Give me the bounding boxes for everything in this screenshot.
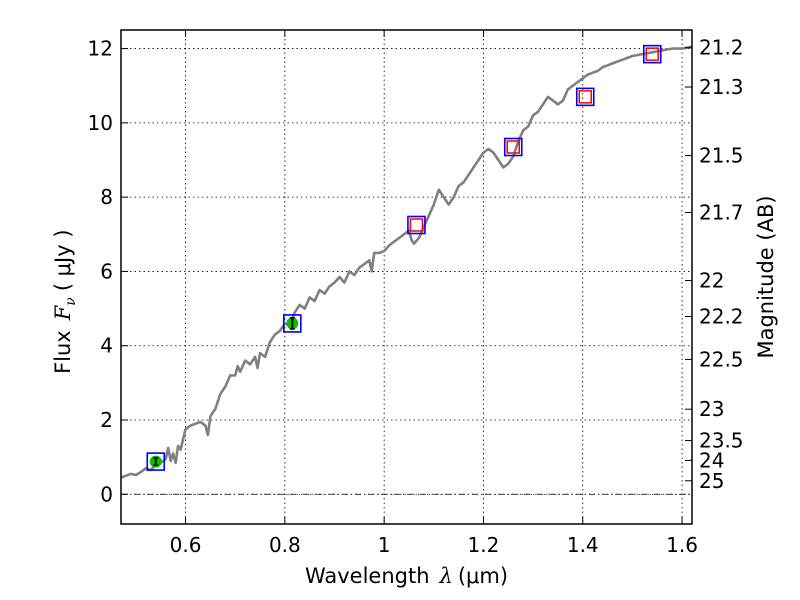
photometry-box	[282, 314, 302, 333]
photometry-marker	[506, 140, 521, 154]
spectrum	[120, 45, 693, 479]
y-tick-label: 0	[100, 482, 113, 506]
y-tick-label: 4	[100, 334, 113, 358]
photometry-points	[146, 44, 662, 471]
x-tick-label: 1.2	[468, 533, 500, 557]
magnitude-tick-label: 21.5	[699, 144, 744, 168]
x-tick-label: 1.6	[666, 533, 698, 557]
photometry-box	[575, 87, 595, 107]
x-axis-label: Wavelength λ (μm)	[305, 564, 508, 588]
photometry-point	[282, 314, 302, 333]
y-tick-label: 8	[100, 185, 113, 209]
magnitude-tick-label: 23	[699, 397, 724, 421]
magnitude-tick-label: 23.5	[699, 429, 744, 453]
y-axis-label: FluxFν( μJy )	[51, 229, 79, 373]
photometry-point	[642, 44, 662, 64]
y-tick-label: 12	[88, 37, 113, 61]
magnitude-tick-label: 22.2	[699, 305, 744, 329]
x-tick-label: 1	[378, 533, 391, 557]
photometry-marker	[645, 47, 660, 61]
photometry-box	[146, 452, 166, 471]
y-tick-label: 2	[100, 408, 113, 432]
photometry-point	[575, 87, 595, 107]
photometry-marker	[578, 90, 592, 104]
magnitude-tick-label: 22.5	[699, 347, 744, 371]
photometry-point	[146, 452, 166, 471]
photometry-box	[503, 137, 523, 157]
photometry-point	[407, 215, 426, 235]
photometry-marker	[409, 218, 424, 232]
magnitude-tick-label: 21.2	[699, 36, 744, 60]
photometry-box	[407, 215, 426, 235]
magnitude-tick-label: 22	[699, 269, 724, 293]
magnitude-tick-label: 25	[699, 469, 724, 493]
plot-frame	[120, 29, 693, 525]
photometry-point	[503, 137, 523, 157]
magnitude-axis-label: Magnitude (AB)	[754, 195, 778, 358]
photometry-box	[642, 44, 662, 64]
axis-ticks	[121, 30, 692, 524]
magnitude-tick-label: 21.7	[699, 201, 744, 225]
x-tick-label: 1.4	[567, 533, 599, 557]
spectrum-line	[120, 45, 693, 479]
x-tick-label: 0.8	[269, 533, 301, 557]
y-tick-label: 10	[88, 111, 113, 135]
y-tick-label: 6	[100, 259, 113, 283]
magnitude-tick-label: 21.3	[699, 75, 744, 99]
x-tick-label: 0.6	[170, 533, 202, 557]
magnitude-tick-label: 24	[699, 448, 724, 472]
